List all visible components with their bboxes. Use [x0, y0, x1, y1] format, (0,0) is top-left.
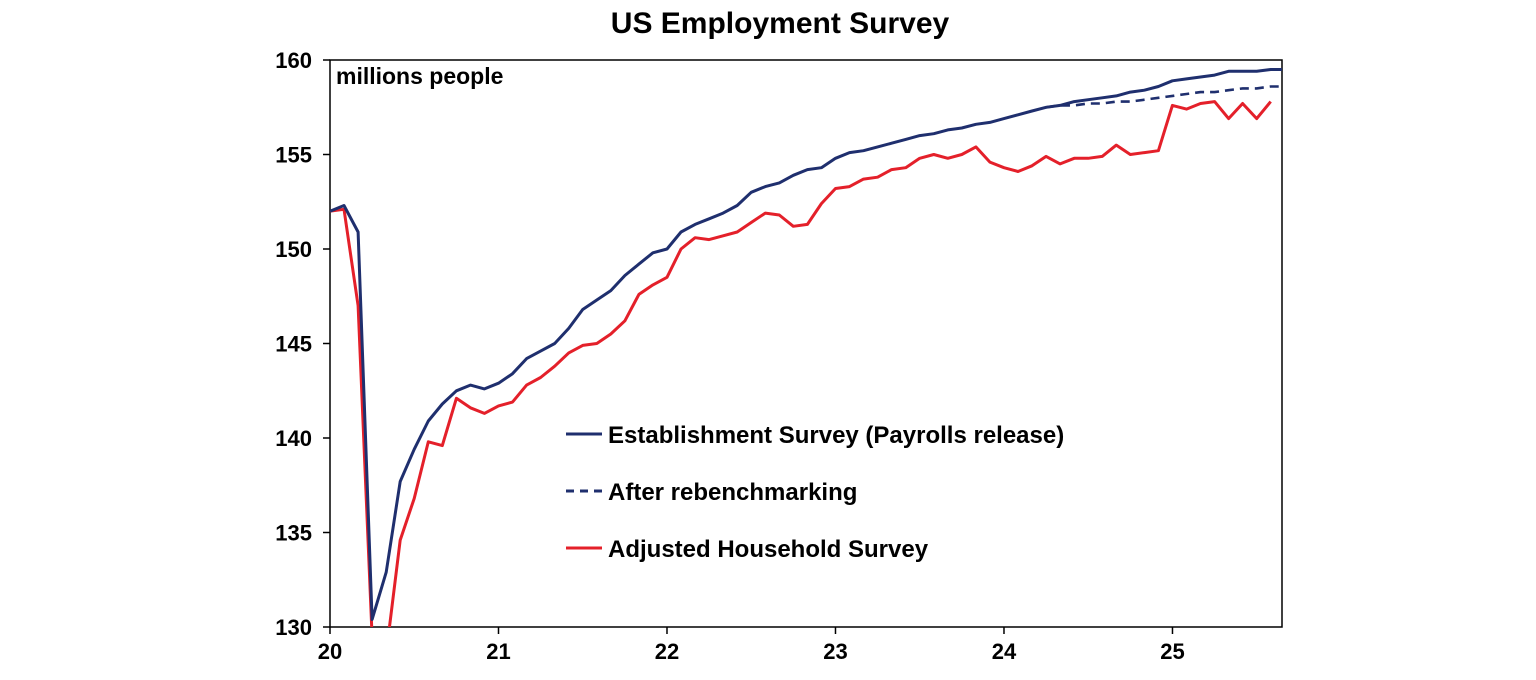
- x-tick-label: 25: [1160, 639, 1184, 664]
- y-tick-label: 160: [275, 48, 312, 73]
- y-tick-label: 145: [275, 332, 312, 357]
- chart-title: US Employment Survey: [611, 7, 950, 40]
- y-tick-label: 155: [275, 143, 312, 168]
- x-tick-label: 23: [823, 639, 847, 664]
- legend-label-2: Adjusted Household Survey: [608, 536, 929, 563]
- y-axis: 130 135 140 145 150 155 160: [275, 48, 330, 640]
- legend-label-1: After rebenchmarking: [608, 479, 857, 506]
- y-tick-label: 130: [275, 615, 312, 640]
- series-line-1: [1045, 85, 1282, 109]
- x-tick-label: 20: [318, 639, 342, 664]
- series-line-0: [330, 68, 1282, 621]
- y-tick-label: 150: [275, 237, 312, 262]
- y-tick-label: 140: [275, 426, 312, 451]
- x-tick-label: 22: [655, 639, 679, 664]
- y-tick-label: 135: [275, 521, 312, 546]
- x-tick-label: 21: [486, 639, 510, 664]
- legend: Establishment Survey (Payrolls release) A…: [566, 422, 1064, 563]
- x-tick-label: 24: [992, 639, 1017, 664]
- unit-label: millions people: [336, 63, 503, 89]
- plot-area: [329, 59, 1283, 628]
- series-layer: [330, 68, 1282, 627]
- legend-label-0: Establishment Survey (Payrolls release): [608, 422, 1064, 449]
- series-line-2: [330, 100, 1272, 627]
- x-axis: 20 21 22 23 24 25: [318, 627, 1185, 664]
